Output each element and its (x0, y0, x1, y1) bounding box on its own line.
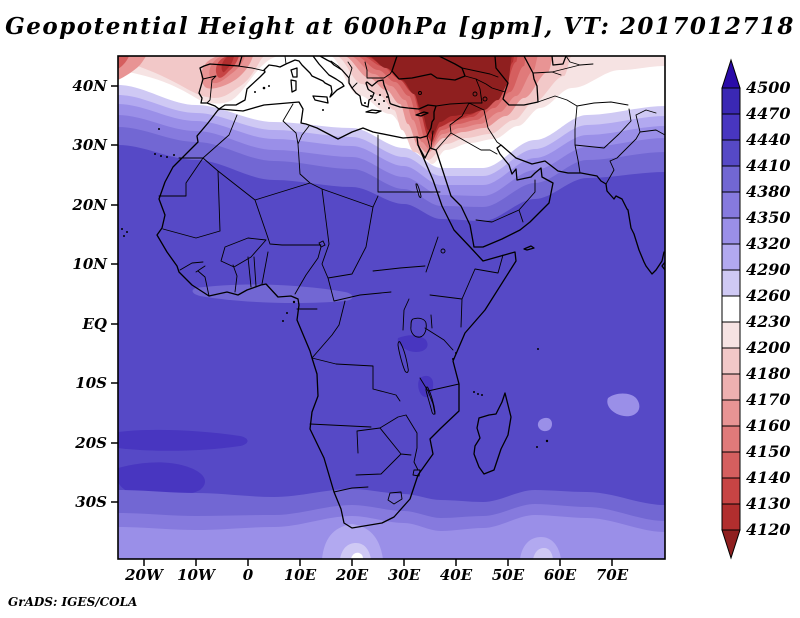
colorbar-label: 4470 (746, 104, 791, 123)
africa-coastline (156, 101, 517, 529)
field-patch-south-atlantic-high (118, 335, 434, 497)
credit-text: GrADS: IGES/COLA (8, 595, 137, 609)
contour-field (118, 56, 665, 559)
map-frame (117, 55, 666, 560)
border-swaziland (412, 469, 421, 477)
border-iran-central-asia (532, 56, 632, 174)
lon-tick-label: 20E (335, 566, 369, 584)
lon-tick-label: 40E (440, 566, 473, 584)
lake-nasser (415, 183, 422, 198)
balkans-greece-turkey-arabia-coastline (319, 56, 437, 139)
border-lesotho (387, 491, 403, 505)
field-indian-ocean-pale (537, 393, 640, 432)
lat-tick-label: 30S (75, 493, 107, 511)
colorbar: 4500 4470 4440 4410 4380 4350 4320 4290 … (721, 58, 791, 560)
sinai-arabia-gulf-india-coastline (417, 144, 665, 275)
low-south-africa (322, 524, 383, 559)
colorbar-label: 4320 (746, 234, 791, 253)
lake-victoria (410, 317, 427, 338)
sicily-coastline (312, 95, 329, 104)
lake-van (472, 91, 478, 97)
lat-tick-label: 20N (71, 196, 108, 214)
colorbar-label: 4290 (746, 260, 791, 279)
lat-tick-label: EQ (82, 315, 108, 333)
caspian-sea-coastline (494, 56, 539, 106)
colorbar-label: 4120 (746, 520, 791, 539)
lon-tick-label: 20W (124, 566, 165, 584)
madagascar-coastline (473, 392, 512, 475)
border-europe (202, 56, 393, 104)
lake-malawi (425, 386, 436, 415)
colorbar-arrow-bottom (721, 529, 741, 560)
lat-tick-label: 20S (74, 434, 107, 452)
lon-tick-label: 60E (544, 566, 577, 584)
colorbar-label: 4140 (746, 468, 791, 487)
colorbar-label: 4350 (746, 208, 791, 227)
lat-tick-label: 10S (75, 374, 107, 392)
lat-tick-label: 40N (72, 77, 108, 95)
lon-tick-label: 50E (492, 566, 525, 584)
border-west-africa (179, 237, 322, 297)
colorbar-label: 4200 (746, 338, 791, 357)
colorbar-label: 4160 (746, 416, 791, 435)
lat-tick-label: 30N (72, 136, 108, 154)
lake-chad (318, 240, 326, 248)
lake-urmia (482, 96, 488, 102)
border-middle-east (426, 67, 536, 223)
europe-coastline (198, 56, 345, 110)
cyprus-coastline (415, 111, 429, 117)
border-central-africa (296, 134, 441, 359)
border-southern-africa (309, 357, 419, 493)
colorbar-label: 4150 (746, 442, 791, 461)
colorbar-label: 4410 (746, 156, 791, 175)
border-south-asia (605, 109, 665, 185)
sardinia-coastline (290, 79, 297, 93)
lake-tuz (418, 91, 422, 95)
srilanka-coastline (661, 261, 665, 271)
crete-coastline (365, 109, 382, 114)
colorbar-label: 4440 (746, 130, 791, 149)
lakes (318, 91, 488, 415)
socotra-coastline (523, 245, 535, 251)
black-sea-coastline (391, 56, 466, 81)
lon-tick-label: 30E (388, 566, 421, 584)
lon-tick-label: 10W (177, 566, 217, 584)
lake-tana (440, 248, 446, 254)
low-turkey (330, 56, 665, 164)
colorbar-label: 4260 (746, 286, 791, 305)
colorbar-label: 4500 (746, 78, 791, 97)
country-borders (158, 56, 665, 505)
small-islands (121, 85, 549, 448)
border-northwest-africa (158, 103, 374, 246)
lon-tick-label: 70E (596, 566, 629, 584)
colorbar-label: 4170 (746, 390, 791, 409)
coastlines (156, 56, 665, 529)
lon-tick-label: 10E (284, 566, 317, 584)
colorbar-label: 4230 (746, 312, 791, 331)
border-east-africa (402, 236, 504, 415)
colorbar-label: 4180 (746, 364, 791, 383)
lat-axis: 40N 30N 20N 10N EQ 10S 20S 30S (71, 77, 118, 511)
aral-sea-coastline (551, 56, 567, 66)
lon-tick-label: 0 (243, 566, 254, 584)
field-guinea-streak (192, 284, 353, 304)
corsica-coastline (290, 67, 298, 78)
chart-title: Geopotential Height at 600hPa [gpm], VT:… (5, 13, 795, 40)
colorbar-label: 4130 (746, 494, 791, 513)
lat-tick-label: 10N (72, 255, 108, 273)
colorbar-arrow-top (721, 58, 741, 89)
lake-tanganyika (397, 341, 409, 373)
colorbar-label: 4380 (746, 182, 791, 201)
lon-axis: 20W 10W 0 10E 20E 30E 40E 50E 60E 70E (124, 559, 629, 584)
low-south-indian (520, 537, 561, 559)
